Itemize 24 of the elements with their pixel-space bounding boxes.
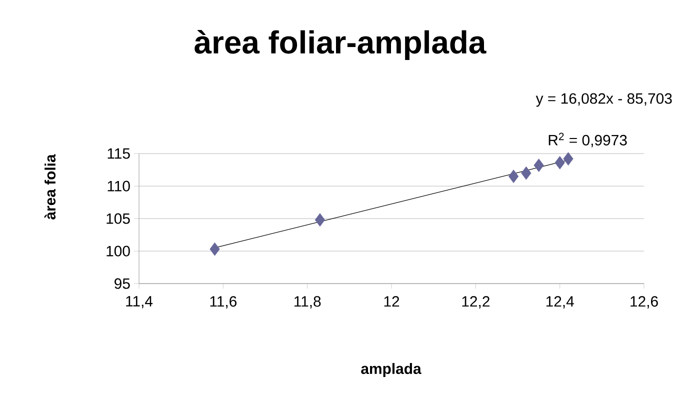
x-tick-label: 12,4	[546, 296, 574, 308]
x-axis-title: amplada	[361, 363, 422, 377]
chart-title: àrea foliar-amplada	[194, 30, 486, 60]
x-tick-label: 12,2	[462, 296, 490, 308]
point	[534, 158, 544, 172]
x-tick-label: 12,6	[630, 296, 658, 308]
point	[521, 166, 532, 180]
y-tick-label: 115	[108, 148, 130, 159]
text: R$^{2}$ = 0,9973	[548, 132, 627, 148]
x-tick-label: 12	[384, 296, 400, 307]
point	[314, 213, 326, 227]
x-tick-label: 11,4	[126, 296, 153, 308]
point	[210, 242, 220, 256]
point	[554, 156, 565, 170]
point	[508, 170, 519, 184]
text: y = 16,082x - 85,703	[536, 93, 672, 107]
y-tick-label: 110	[108, 180, 130, 192]
x-tick-label: 11,6	[210, 296, 237, 308]
y-tick-label: 105	[106, 213, 130, 224]
x-tick-label: 11,8	[294, 296, 321, 308]
y-tick-label: 100	[106, 246, 130, 256]
point	[563, 152, 574, 166]
y-tick-label: 95	[114, 278, 130, 289]
y-axis-title: àrea folia	[44, 154, 56, 220]
